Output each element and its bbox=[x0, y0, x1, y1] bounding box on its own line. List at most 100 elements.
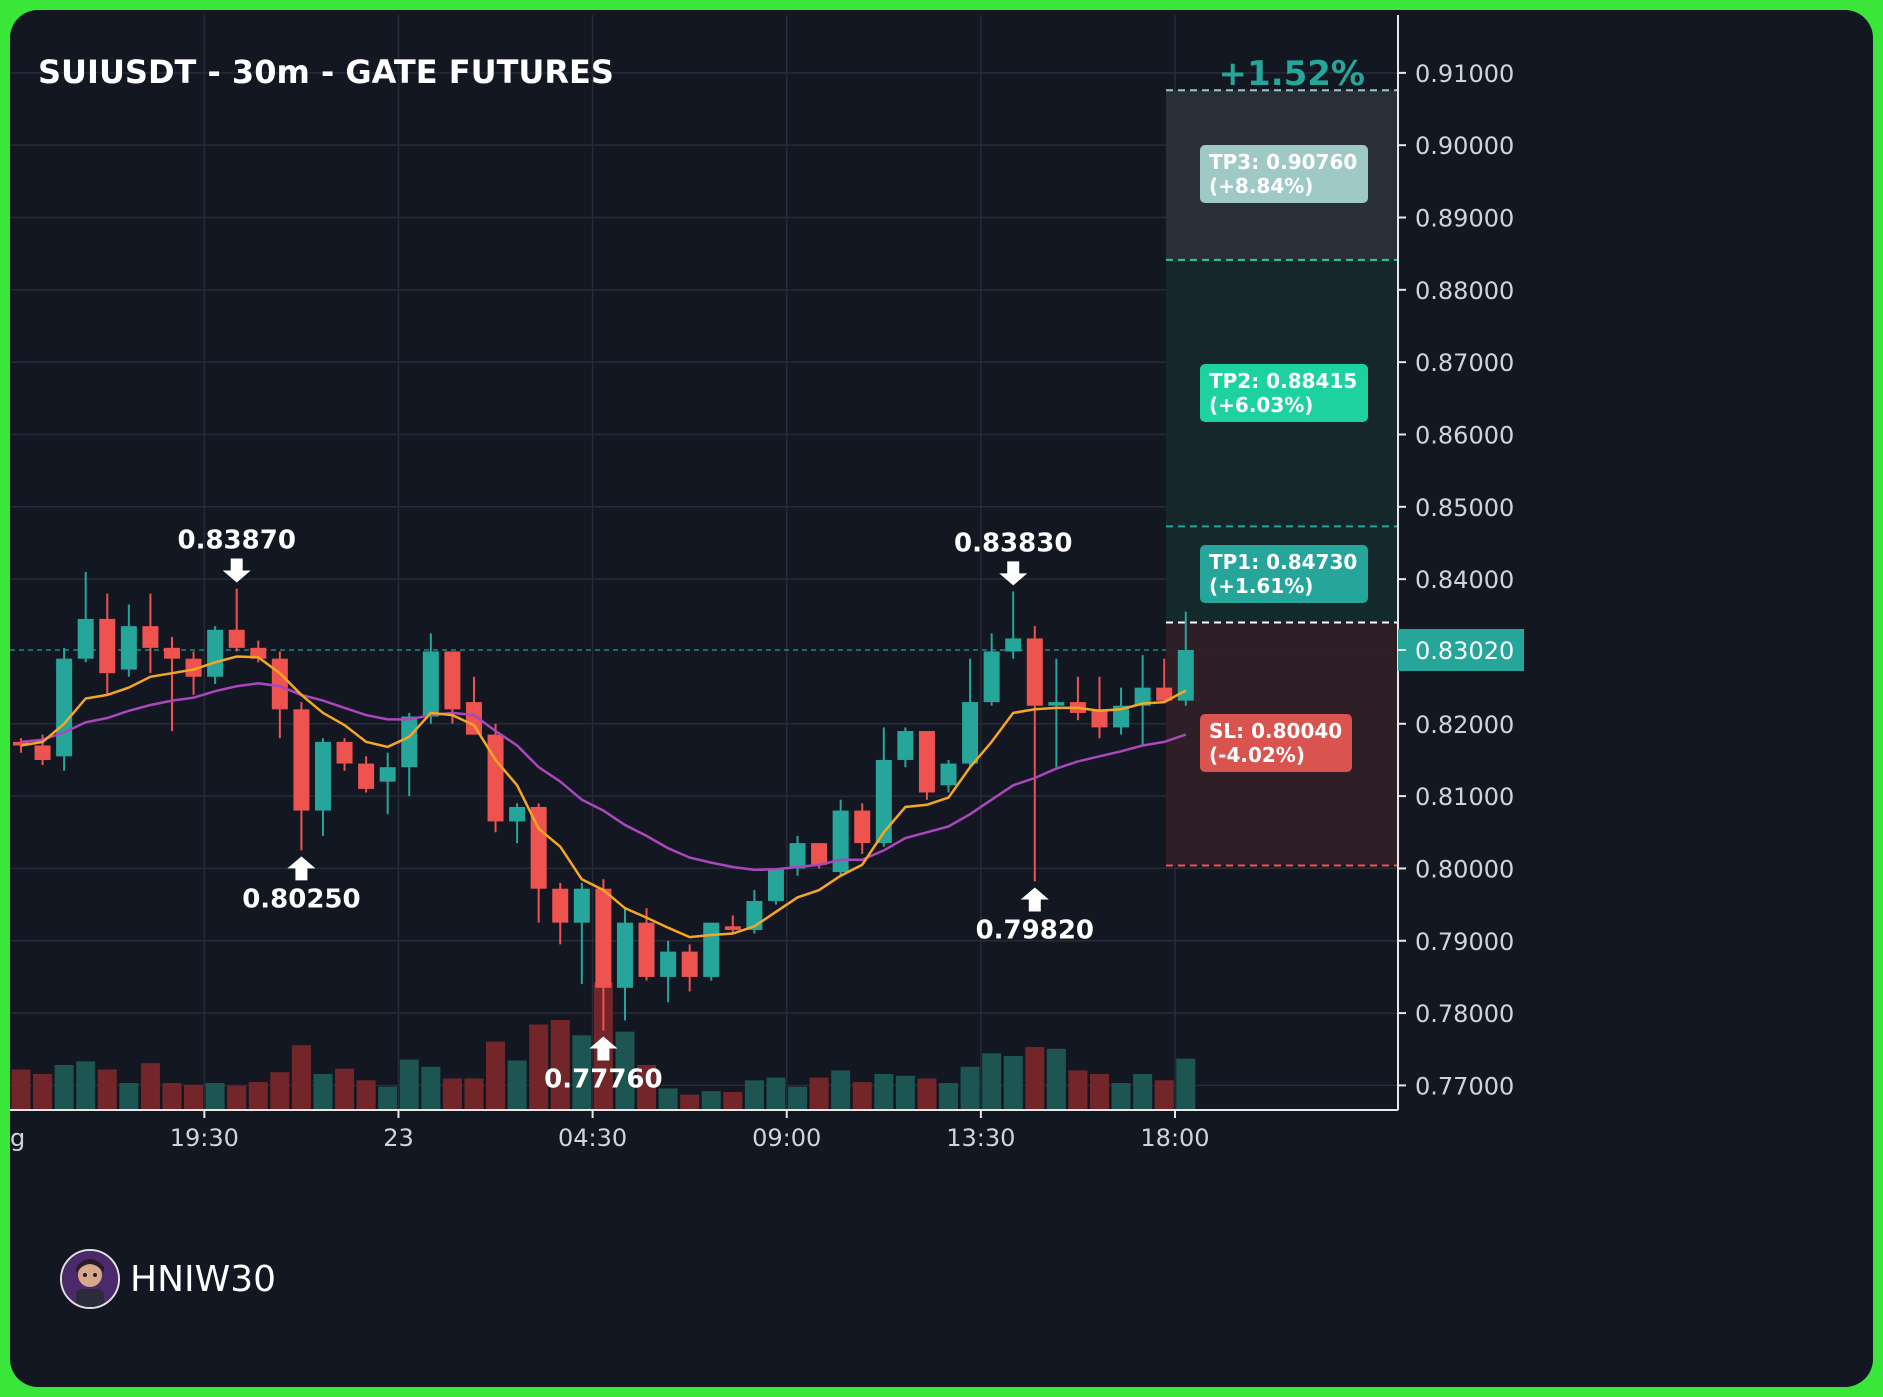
y-tick-label: 0.89000 bbox=[1415, 205, 1514, 233]
candle bbox=[595, 879, 612, 1031]
candle bbox=[293, 702, 310, 851]
volume-bar bbox=[1025, 1047, 1045, 1110]
candle bbox=[832, 799, 849, 876]
y-tick-label: 0.86000 bbox=[1415, 421, 1514, 449]
y-tick-label: 0.85000 bbox=[1415, 494, 1514, 522]
candle-body bbox=[358, 763, 375, 789]
candle bbox=[185, 651, 202, 695]
high-label: 0.83830 bbox=[954, 528, 1072, 558]
y-tick-label: 0.79000 bbox=[1415, 928, 1514, 956]
candle-body bbox=[854, 810, 871, 844]
candle bbox=[918, 731, 935, 800]
current-price-badge bbox=[1398, 629, 1524, 672]
candle bbox=[336, 738, 353, 771]
high-marker: 0.83870 bbox=[177, 526, 296, 583]
volume-bar bbox=[76, 1061, 96, 1110]
chart-frame: 0.83870 0.80250 0.77760 0.83830 0.79820 0.91… bbox=[10, 10, 1873, 1387]
volume-bar bbox=[11, 1069, 31, 1110]
volume-bar bbox=[874, 1074, 894, 1110]
volume-bar bbox=[270, 1072, 290, 1110]
price-chart[interactable]: 0.83870 0.80250 0.77760 0.83830 0.79820 0.91… bbox=[10, 10, 1873, 1387]
candle-body bbox=[811, 843, 828, 865]
candle bbox=[703, 922, 720, 981]
volume-bar bbox=[1133, 1074, 1153, 1110]
candle bbox=[1026, 626, 1043, 882]
volume-bar bbox=[658, 1088, 678, 1110]
volume-bar bbox=[529, 1024, 549, 1110]
candle-body bbox=[1177, 650, 1194, 701]
candle-body bbox=[595, 888, 612, 988]
volume-bar bbox=[917, 1078, 937, 1110]
volume-bar bbox=[356, 1080, 376, 1110]
candle-body bbox=[530, 806, 547, 889]
candle bbox=[422, 633, 439, 724]
tp2-label-percent: (+6.03%) bbox=[1209, 393, 1313, 417]
candle-body bbox=[163, 647, 180, 659]
candle-body bbox=[918, 731, 935, 793]
candle bbox=[271, 651, 288, 739]
volume-bars bbox=[11, 982, 1196, 1110]
candle-body bbox=[983, 651, 1000, 703]
candle bbox=[854, 803, 871, 854]
volume-bar bbox=[227, 1085, 247, 1110]
candle bbox=[530, 803, 547, 923]
volume-bar bbox=[421, 1066, 441, 1110]
x-tick-label-partial: g bbox=[10, 1124, 25, 1152]
candle bbox=[358, 756, 375, 793]
volume-bar bbox=[184, 1084, 204, 1110]
candle-body bbox=[1005, 638, 1022, 652]
candle-body bbox=[897, 731, 914, 760]
candle bbox=[1113, 687, 1130, 735]
candle-body bbox=[1134, 687, 1151, 706]
low-label: 0.77760 bbox=[544, 1064, 662, 1094]
x-tick-label: 18:00 bbox=[1140, 1124, 1209, 1152]
y-tick-label: 0.77000 bbox=[1415, 1072, 1514, 1100]
volume-bar bbox=[1176, 1058, 1196, 1110]
volume-bar bbox=[33, 1074, 53, 1110]
tp1-label-percent: (+1.61%) bbox=[1209, 574, 1313, 598]
volume-bar bbox=[1003, 1056, 1023, 1110]
candle bbox=[509, 803, 526, 844]
candle bbox=[940, 759, 957, 793]
candle bbox=[1005, 591, 1022, 659]
candle-body bbox=[379, 767, 396, 782]
volume-bar bbox=[140, 1063, 160, 1110]
candle bbox=[77, 571, 94, 663]
volume-bar bbox=[809, 1077, 829, 1110]
candle bbox=[962, 658, 979, 768]
volume-bar bbox=[54, 1065, 74, 1110]
candle bbox=[1069, 676, 1086, 721]
y-tick-label: 0.78000 bbox=[1415, 1000, 1514, 1028]
low-marker: 0.80250 bbox=[242, 856, 361, 914]
sl-label: SL: 0.80040(-4.02%) bbox=[1200, 714, 1352, 772]
candle bbox=[875, 727, 892, 847]
candle-body bbox=[185, 658, 202, 677]
candle bbox=[897, 727, 914, 768]
volume-bar bbox=[335, 1068, 355, 1110]
volume-bar bbox=[313, 1074, 333, 1110]
volume-bar bbox=[615, 1031, 635, 1110]
candles[interactable] bbox=[13, 571, 1194, 1031]
volume-bar bbox=[895, 1075, 915, 1110]
candle-body bbox=[77, 618, 94, 659]
low-marker: 0.79820 bbox=[976, 887, 1094, 945]
candle bbox=[660, 940, 677, 1003]
candle bbox=[1177, 611, 1194, 706]
brand-name: HNIW30 bbox=[130, 1258, 277, 1300]
candle bbox=[487, 723, 504, 833]
arrow-up-icon bbox=[589, 1036, 618, 1061]
candle bbox=[228, 588, 245, 652]
candle-body bbox=[336, 741, 353, 764]
sl-label-price: SL: 0.80040 bbox=[1209, 719, 1342, 743]
candle-body bbox=[1048, 702, 1065, 706]
volume-bar bbox=[97, 1069, 117, 1110]
candle-body bbox=[789, 843, 806, 869]
arrow-up-icon bbox=[287, 856, 316, 881]
tp3-label-percent: (+8.84%) bbox=[1209, 174, 1313, 198]
low-label: 0.80250 bbox=[242, 884, 360, 914]
y-tick-label: 0.80000 bbox=[1415, 855, 1514, 883]
candle-body bbox=[120, 626, 137, 670]
candle-body bbox=[422, 651, 439, 717]
candle-body bbox=[99, 618, 116, 674]
volume-bar bbox=[486, 1041, 506, 1110]
